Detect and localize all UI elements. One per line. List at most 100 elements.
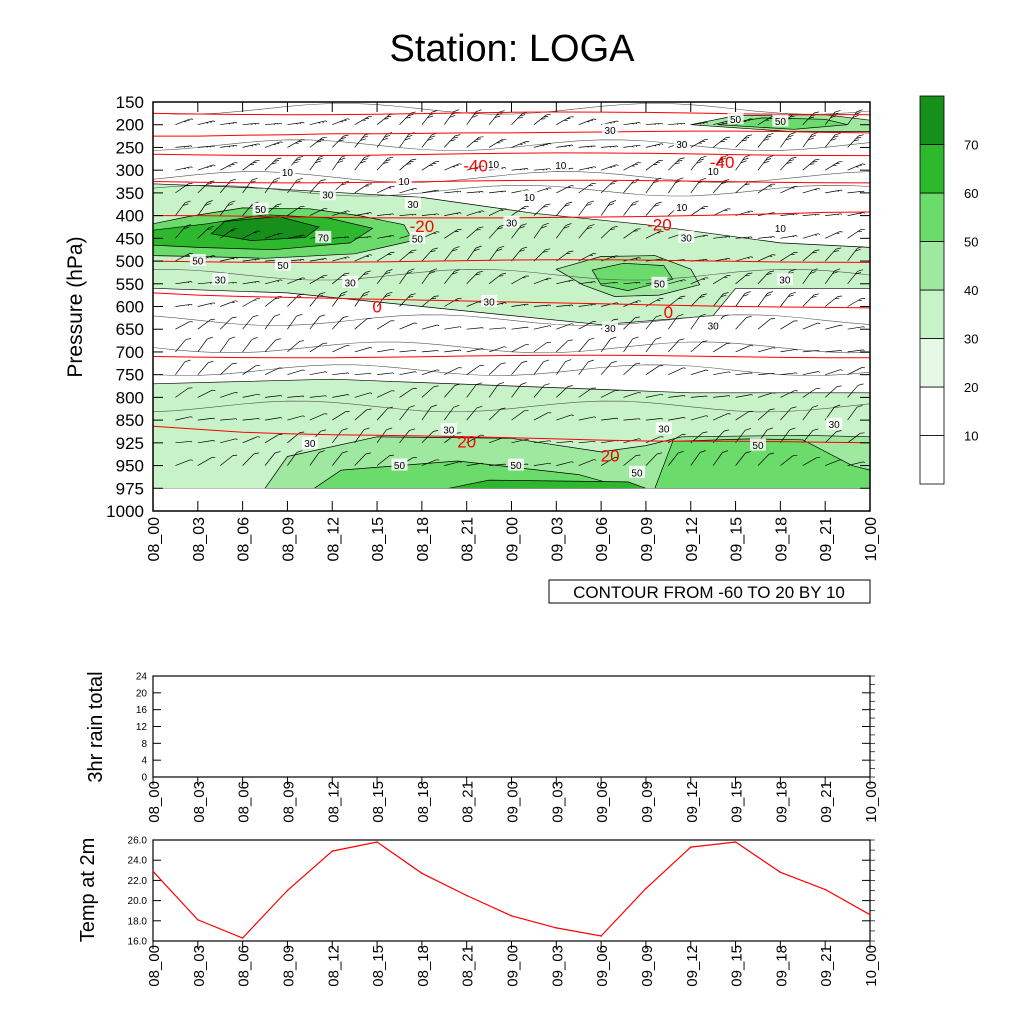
wind-barb (847, 326, 865, 330)
wind-barb (713, 371, 731, 376)
wind-barb (780, 156, 797, 171)
humidity-contour-label: 50 (507, 458, 524, 472)
wind-barb (444, 190, 462, 194)
pressure-tick-label: 450 (116, 229, 144, 248)
time-tick-label: 09_12 (684, 517, 701, 562)
colorbar-label: 30 (964, 332, 978, 347)
wind-barb (309, 136, 327, 148)
wind-barb (332, 315, 349, 330)
wind-barb (242, 159, 260, 171)
wind-barb (466, 270, 483, 285)
wind-barb (287, 277, 305, 285)
wind-barb (287, 205, 305, 216)
humidity-label-text: 70 (318, 233, 330, 244)
wind-barb (309, 342, 328, 353)
humidity-contour-label: 50 (252, 202, 269, 216)
wind-barb (645, 201, 662, 216)
rain-tick-label: 24 (136, 672, 148, 683)
humidity-contour-label: 50 (727, 112, 744, 126)
temperature-point (286, 889, 289, 892)
wind-barb (287, 293, 304, 307)
colorbar-label: 20 (964, 380, 978, 395)
wind-barb (309, 120, 328, 126)
wind-barb (466, 210, 485, 216)
wind-barb (287, 340, 305, 353)
pressure-tick-label: 250 (116, 138, 144, 157)
wind-barb (600, 200, 617, 216)
wind-barb (264, 157, 282, 171)
wind-barb (623, 257, 641, 262)
wind-barb (556, 385, 573, 398)
wind-barb (825, 161, 843, 171)
temperature-contour (153, 259, 870, 263)
humidity-label-text: 50 (277, 261, 289, 272)
wind-barb (847, 134, 864, 148)
wind-barb (354, 291, 370, 307)
humidity-label-text: 50 (775, 117, 787, 128)
wind-barb (623, 362, 641, 375)
time-tick-label: 09_03 (549, 781, 566, 823)
wind-barb (780, 406, 797, 421)
wind-barb (578, 359, 595, 375)
pressure-tick-label: 500 (116, 252, 144, 271)
time-tick-label: 08_21 (460, 517, 477, 562)
wind-barb (556, 144, 574, 148)
wind-barb (489, 463, 506, 466)
wind-barb (354, 116, 372, 126)
wind-barb (488, 346, 507, 353)
wind-barb (735, 428, 752, 444)
wind-barb (623, 316, 640, 330)
wind-barb (825, 213, 843, 216)
humidity-contour-line (153, 103, 870, 115)
wind-barb (175, 359, 191, 375)
wind-barb (376, 113, 394, 125)
wind-barb (690, 277, 709, 285)
humidity-contour-label: 30 (776, 273, 793, 287)
wind-barb (533, 222, 549, 239)
temperature-tick-label: 24.0 (128, 856, 148, 867)
colorbar-label: 70 (964, 138, 978, 153)
wind-barb (444, 404, 460, 421)
wind-barb (600, 226, 618, 239)
wind-barb (175, 200, 191, 216)
time-tick-label: 09_06 (594, 945, 611, 987)
wind-barb (556, 323, 574, 330)
wind-barb (466, 165, 485, 171)
humidity-label-text: 10 (282, 168, 294, 179)
temperature-point (690, 846, 692, 848)
wind-barb (645, 143, 664, 148)
wind-barb (668, 313, 684, 330)
humidity-label-text: 30 (322, 191, 334, 202)
wind-barb (668, 367, 686, 376)
wind-barb (377, 235, 395, 239)
wind-barb (219, 454, 238, 466)
wind-barb (197, 120, 216, 126)
wind-barb (600, 164, 619, 171)
wind-barb (444, 212, 462, 216)
humidity-label-text: 30 (484, 297, 496, 308)
wind-barb (197, 440, 215, 444)
wind-barb (309, 154, 326, 171)
wind-barb (309, 258, 328, 262)
wind-barb (309, 450, 325, 466)
wind-barb (332, 236, 350, 239)
wind-barb (197, 145, 215, 148)
contour-info-text: CONTOUR FROM -60 TO 20 BY 10 (573, 583, 845, 602)
wind-barb (623, 454, 641, 466)
wind-barb (488, 208, 507, 216)
wind-barb (780, 427, 796, 444)
time-tick-label: 09_03 (549, 517, 566, 562)
wind-barb (825, 350, 843, 353)
humidity-contour-label: 50 (772, 114, 789, 128)
humidity-region (448, 479, 647, 489)
wind-barb (332, 428, 348, 444)
humidity-label-text: 30 (829, 420, 841, 431)
wind-barb (713, 275, 731, 285)
wind-barb (645, 393, 664, 398)
wind-barb (466, 434, 485, 444)
wind-barb (690, 206, 708, 216)
humidity-label-text: 30 (215, 276, 227, 287)
humidity-label-text: 50 (752, 441, 764, 452)
wind-barb (802, 213, 820, 216)
time-tick-label: 09_06 (594, 781, 611, 823)
